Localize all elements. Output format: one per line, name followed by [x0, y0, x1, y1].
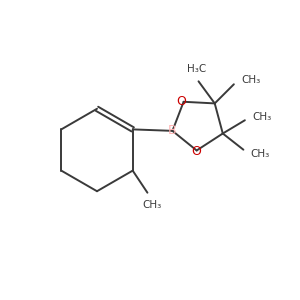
Text: CH₃: CH₃ — [252, 112, 272, 122]
Text: O: O — [192, 146, 202, 158]
Text: B: B — [168, 124, 177, 137]
Text: H₃C: H₃C — [187, 64, 206, 74]
Text: CH₃: CH₃ — [251, 149, 270, 159]
Text: CH₃: CH₃ — [241, 75, 260, 85]
Text: CH₃: CH₃ — [142, 200, 161, 210]
Text: O: O — [177, 95, 187, 108]
